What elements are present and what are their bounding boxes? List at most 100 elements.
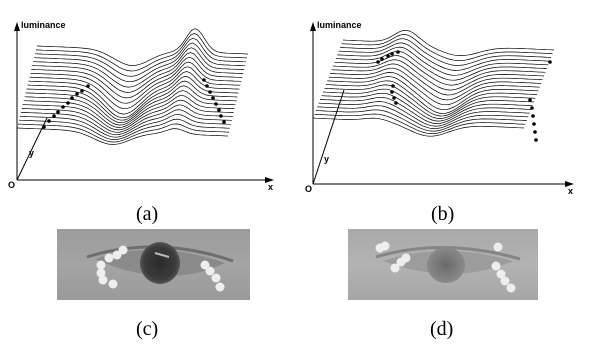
- panel-a-y-label: y: [29, 148, 34, 158]
- feature-point: [390, 52, 394, 56]
- mesh-line: [325, 80, 537, 114]
- mesh-line: [342, 29, 555, 56]
- mesh-line: [35, 33, 248, 72]
- panel-b-y-axis: [312, 89, 345, 185]
- mesh-line: [34, 42, 246, 83]
- panel-b-feature-points: [376, 50, 552, 142]
- feature-point: [222, 120, 226, 124]
- mesh-line: [330, 67, 542, 101]
- mesh-line: [22, 99, 234, 131]
- panel-a-origin-label: O: [8, 180, 15, 190]
- feature-point: [390, 90, 394, 94]
- mesh-line: [334, 55, 546, 86]
- mesh-line: [331, 63, 543, 96]
- mesh-line: [21, 104, 233, 133]
- mesh-line: [322, 88, 535, 119]
- panel-b-mesh: [312, 29, 555, 137]
- mesh-line: [332, 59, 545, 91]
- feature-point: [66, 101, 70, 105]
- mesh-line: [314, 113, 526, 134]
- feature-point: [205, 84, 209, 88]
- panel-a-x-label: x: [268, 182, 273, 192]
- panel-a-caption: (a): [136, 203, 159, 225]
- feature-point: [211, 96, 215, 100]
- panel-c-eye-image: [57, 229, 250, 300]
- mesh-line: [24, 90, 236, 126]
- mesh-line: [327, 76, 539, 111]
- feature-point: [380, 57, 384, 61]
- feature-point: [394, 101, 398, 105]
- panel-c-caption: (c): [136, 318, 159, 340]
- panel-b-luminance-label: luminance: [317, 20, 362, 30]
- panel-b-caption: (b): [431, 203, 455, 225]
- feature-point: [532, 122, 536, 126]
- mesh-line: [17, 123, 230, 143]
- mesh-line: [31, 56, 243, 99]
- feature-point: [528, 98, 532, 102]
- panel-b-x-label: x: [568, 186, 573, 196]
- mesh-line: [19, 113, 231, 138]
- feature-point: [86, 84, 90, 88]
- panel-d: [348, 229, 538, 300]
- mesh-line: [340, 38, 552, 66]
- mesh-line: [335, 51, 547, 81]
- feature-point: [80, 89, 84, 93]
- feature-point: [534, 138, 538, 142]
- feature-point: [392, 96, 396, 100]
- feature-point: [70, 96, 74, 100]
- feature-point: [42, 125, 46, 129]
- feature-point: [533, 130, 537, 134]
- mesh-line: [27, 75, 239, 119]
- mesh-line: [315, 109, 527, 132]
- mesh-line: [25, 85, 237, 124]
- panel-b: luminance y x O: [296, 0, 591, 200]
- panel-d-iris: [427, 247, 465, 283]
- mesh-line: [321, 92, 533, 122]
- feature-point: [217, 108, 221, 112]
- feature-point: [61, 105, 65, 109]
- mesh-line: [18, 118, 230, 140]
- panel-c-iris: [140, 242, 180, 284]
- panel-b-origin-label: O: [305, 184, 312, 194]
- mesh-line: [320, 97, 532, 124]
- mesh-line: [23, 94, 235, 128]
- panel-b-surface-plot: luminance y x O: [305, 20, 574, 196]
- panel-a-mesh: [16, 28, 249, 145]
- mesh-line: [318, 101, 530, 127]
- mesh-line: [312, 117, 525, 137]
- mesh-line: [16, 127, 229, 145]
- feature-point: [548, 60, 552, 64]
- mesh-line: [29, 66, 241, 110]
- feature-point: [214, 102, 218, 106]
- mesh-line: [26, 80, 238, 121]
- panel-a-feature-points: [42, 78, 226, 129]
- panel-a-y-axis: [16, 117, 48, 181]
- feature-point: [376, 60, 380, 64]
- mesh-line: [337, 46, 549, 76]
- panel-c-feature-dots: [96, 245, 225, 292]
- mesh-line: [317, 105, 529, 129]
- mesh-line: [341, 34, 553, 61]
- feature-point: [386, 54, 390, 58]
- mesh-line: [30, 61, 242, 104]
- mesh-line: [33, 47, 245, 88]
- mesh-line: [338, 42, 550, 71]
- panel-a-surface-plot: luminance y x O: [8, 20, 274, 192]
- mesh-line: [36, 28, 249, 66]
- feature-point: [219, 114, 223, 118]
- mesh-line: [324, 84, 536, 117]
- mesh-line: [328, 72, 540, 106]
- feature-point: [47, 119, 51, 123]
- feature-point: [530, 106, 534, 110]
- feature-point: [56, 110, 60, 114]
- mesh-line: [20, 109, 232, 136]
- panel-c: [57, 229, 250, 300]
- feature-point: [531, 114, 535, 118]
- panel-a: luminance y x O: [0, 0, 295, 200]
- panel-a-luminance-label: luminance: [21, 20, 66, 30]
- feature-point: [396, 50, 400, 54]
- feature-point: [75, 92, 79, 96]
- feature-point: [208, 90, 212, 94]
- feature-point: [52, 114, 56, 118]
- mesh-line: [28, 71, 240, 115]
